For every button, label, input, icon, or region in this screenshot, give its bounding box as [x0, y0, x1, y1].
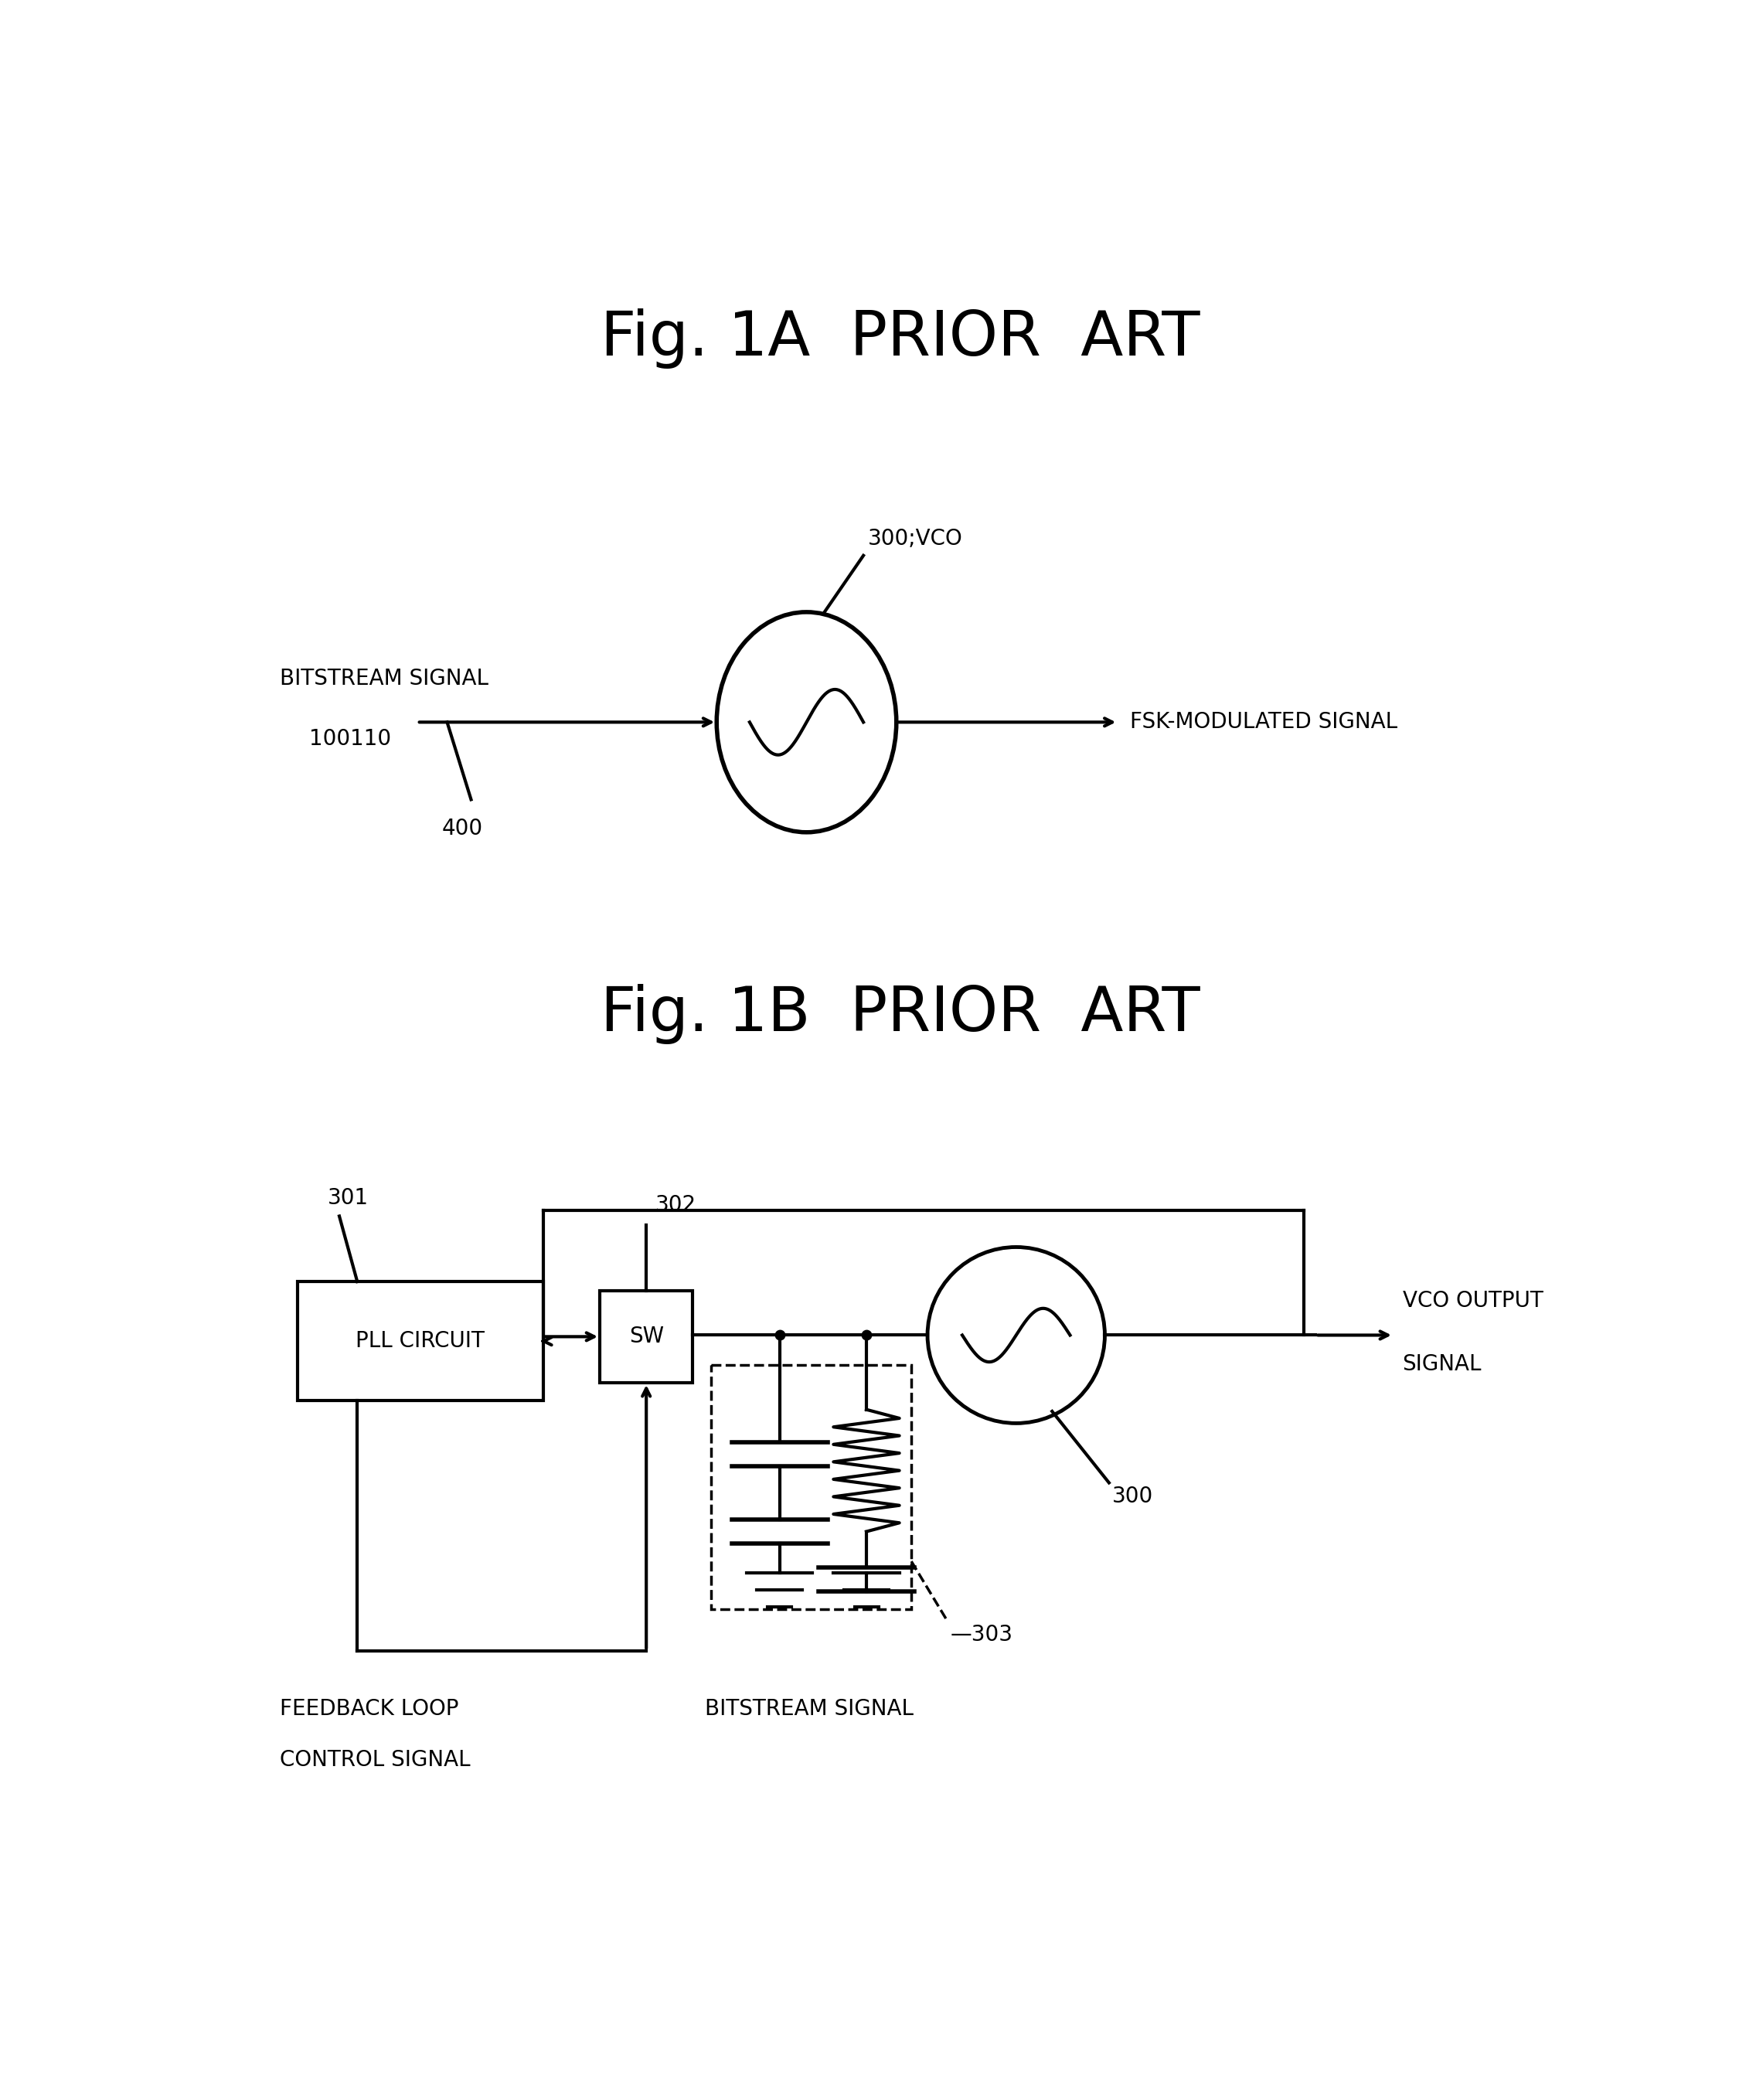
- Text: 300: 300: [1112, 1485, 1154, 1508]
- Text: Fig. 1B  PRIOR  ART: Fig. 1B PRIOR ART: [601, 983, 1199, 1044]
- Bar: [297, 1281, 543, 1401]
- Text: FEEDBACK LOOP: FEEDBACK LOOP: [279, 1699, 458, 1720]
- Text: SW: SW: [629, 1325, 664, 1348]
- Text: 300;VCO: 300;VCO: [867, 527, 962, 550]
- Text: BITSTREAM SIGNAL: BITSTREAM SIGNAL: [279, 668, 488, 689]
- Text: Fig. 1A  PRIOR  ART: Fig. 1A PRIOR ART: [601, 309, 1199, 368]
- Text: BITSTREAM SIGNAL: BITSTREAM SIGNAL: [704, 1699, 913, 1720]
- Text: 301: 301: [327, 1186, 369, 1210]
- Text: CONTROL SIGNAL: CONTROL SIGNAL: [279, 1749, 471, 1770]
- Bar: [711, 1365, 911, 1609]
- Text: SIGNAL: SIGNAL: [1403, 1352, 1482, 1376]
- Text: —303: —303: [950, 1623, 1013, 1646]
- Text: 400: 400: [441, 817, 483, 840]
- Text: 302: 302: [655, 1195, 697, 1216]
- Text: 100110: 100110: [309, 729, 392, 750]
- Text: VCO OUTPUT: VCO OUTPUT: [1403, 1289, 1544, 1310]
- Text: PLL CIRCUIT: PLL CIRCUIT: [356, 1329, 485, 1352]
- Text: FSK-MODULATED SIGNAL: FSK-MODULATED SIGNAL: [1129, 712, 1398, 733]
- Bar: [601, 1292, 692, 1382]
